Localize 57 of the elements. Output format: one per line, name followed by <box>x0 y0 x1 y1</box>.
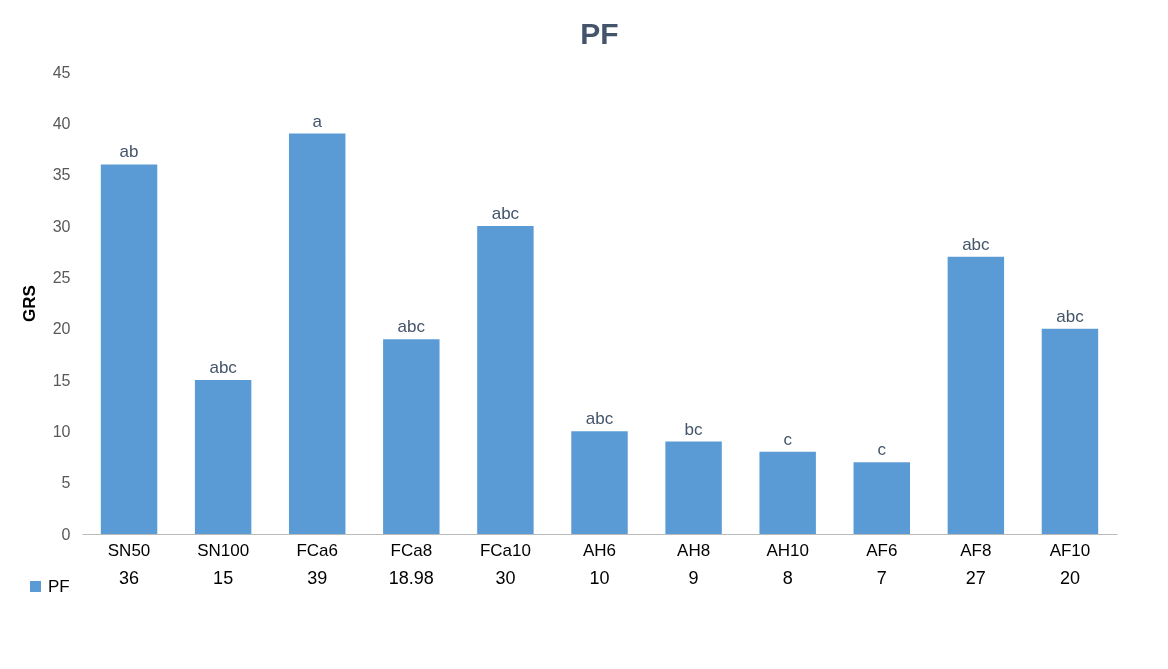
x-tick-label: AF8 <box>960 540 992 560</box>
bar <box>289 133 346 534</box>
data-label: 36 <box>119 568 140 588</box>
data-label: 27 <box>965 568 986 588</box>
annotation: abc <box>585 409 614 429</box>
chart-title: PF <box>580 17 619 50</box>
data-label: 10 <box>589 568 610 588</box>
x-tick-label: FCa10 <box>479 540 531 560</box>
bar <box>665 441 722 534</box>
annotation: abc <box>397 317 426 337</box>
bar <box>571 431 628 534</box>
data-label: 15 <box>213 568 234 588</box>
bar <box>477 226 534 534</box>
x-tick-label: AF6 <box>866 540 898 560</box>
y-tick-label: 10 <box>52 422 71 440</box>
bar <box>383 339 440 534</box>
bar <box>853 462 910 534</box>
annotation: abc <box>962 234 991 254</box>
y-tick-label: 35 <box>52 166 71 184</box>
bar <box>1041 328 1099 534</box>
annotation: abc <box>1056 306 1085 326</box>
y-tick-label: 45 <box>52 63 71 81</box>
data-label: 18.98 <box>388 568 434 588</box>
annotation: abc <box>209 358 238 377</box>
annotation: a <box>312 111 323 131</box>
annotation: c <box>783 429 793 449</box>
x-tick-label: AH6 <box>582 540 617 560</box>
y-tick-label: 0 <box>61 525 71 543</box>
legend-label: PF <box>48 576 70 596</box>
x-tick-label: FCa6 <box>296 540 339 560</box>
data-label: 9 <box>688 568 699 588</box>
y-tick-label: 40 <box>52 114 71 132</box>
y-tick-label: 15 <box>52 371 71 389</box>
x-tick-label: SN100 <box>197 540 250 560</box>
data-label: 39 <box>307 568 328 588</box>
y-tick-label: 20 <box>52 320 71 338</box>
annotation: abc <box>491 204 520 223</box>
bar <box>194 380 252 534</box>
x-tick-label: AH8 <box>677 540 711 560</box>
annotation: c <box>877 440 887 460</box>
y-tick-label: 30 <box>52 217 71 235</box>
data-label: 7 <box>876 568 887 588</box>
y-axis-title: GRS <box>19 285 39 322</box>
annotation: bc <box>684 419 704 439</box>
bar <box>947 256 1005 534</box>
data-label: 8 <box>782 568 793 588</box>
bar <box>100 164 158 534</box>
data-label: 30 <box>495 568 516 588</box>
y-tick-label: 5 <box>61 474 71 492</box>
y-tick-label: 25 <box>52 268 71 286</box>
bar <box>759 451 816 534</box>
x-tick-label: AF10 <box>1049 540 1091 560</box>
x-tick-label: AH10 <box>766 540 809 560</box>
x-tick-label: FCa8 <box>390 540 433 560</box>
data-label: 20 <box>1059 568 1080 588</box>
annotation: ab <box>119 142 139 162</box>
x-tick-label: SN50 <box>107 540 151 560</box>
